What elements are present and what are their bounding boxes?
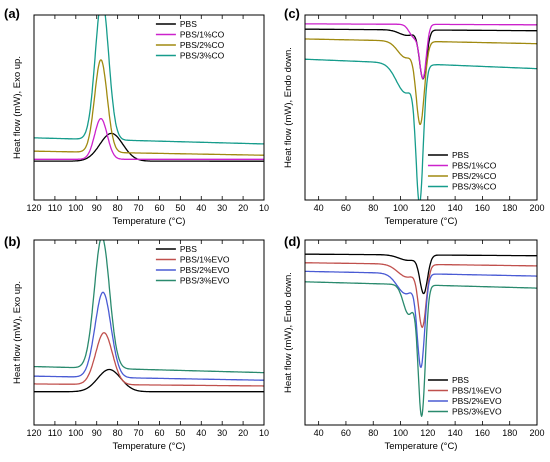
plot-frame [33, 239, 265, 426]
x-tick-label: 50 [175, 428, 185, 438]
x-tick-label: 60 [341, 203, 351, 213]
chart-panel-2: (c) 40 60 80 100 120 140 160 180 200 Temperature (… [283, 6, 545, 227]
x-tick-label: 180 [502, 428, 517, 438]
y-axis-title: Heat flow (mW), Exo up. [12, 281, 23, 384]
chart-panel-3: (d) 40 60 80 100 120 140 160 180 200 Temperature (… [283, 234, 545, 452]
x-tick-label: 120 [420, 428, 435, 438]
x-tick-label: 80 [368, 428, 378, 438]
y-axis-title: Heat flow (mW), Endo down. [283, 47, 294, 168]
series-line-pbs-2-evo [305, 270, 537, 369]
panel-label: (c) [284, 6, 300, 21]
x-tick-label: 200 [529, 203, 544, 213]
plot-frame [33, 14, 265, 201]
series-line-pbs-3-co [305, 58, 537, 200]
x-tick-label: 80 [113, 428, 123, 438]
x-tick-label: 50 [175, 203, 185, 213]
series-line-pbs-3-evo [305, 281, 537, 417]
x-tick-label: 40 [196, 203, 206, 213]
x-tick-label: 30 [217, 203, 227, 213]
legend-label: PBS/1%CO [452, 161, 497, 171]
x-tick-label: 80 [368, 203, 378, 213]
x-tick-label: 40 [314, 428, 324, 438]
x-tick-label: 200 [529, 428, 544, 438]
x-tick-label: 80 [113, 203, 123, 213]
x-tick-label: 60 [154, 203, 164, 213]
y-axis-title: Heat flow (mW), Exo up. [12, 56, 23, 159]
legend-label: PBS/3%EVO [180, 276, 230, 286]
x-axis-title: Temperature (°C) [113, 441, 186, 452]
x-tick-label: 20 [238, 428, 248, 438]
legend-label: PBS/3%CO [180, 51, 225, 61]
x-tick-label: 60 [341, 428, 351, 438]
x-tick-label: 10 [259, 428, 269, 438]
x-tick-label: 70 [134, 428, 144, 438]
x-tick-label: 100 [68, 428, 83, 438]
x-tick-label: 100 [393, 428, 408, 438]
x-tick-label: 100 [68, 203, 83, 213]
x-tick-label: 40 [196, 428, 206, 438]
panel-label: (b) [4, 234, 21, 249]
x-tick-label: 120 [26, 428, 41, 438]
x-tick-label: 20 [238, 203, 248, 213]
legend-label: PBS/1%EVO [452, 386, 502, 396]
x-tick-label: 120 [420, 203, 435, 213]
series-line-pbs-3-co [34, 15, 264, 145]
legend-label: PBS/2%CO [452, 171, 497, 181]
chart-panel-1: (b) 120 110 100 90 80 70 60 50 40 30 20 10 Temperatur… [4, 234, 269, 452]
panel-label: (d) [284, 234, 301, 249]
x-tick-label: 10 [259, 203, 269, 213]
legend-label: PBS/3%EVO [452, 407, 502, 417]
legend-label: PBS/1%CO [180, 30, 225, 40]
x-tick-label: 40 [314, 203, 324, 213]
x-tick-label: 160 [475, 203, 490, 213]
series-line-pbs-3-evo [34, 240, 264, 374]
series-line-pbs-1-co [34, 117, 264, 160]
legend-label: PBS [180, 19, 197, 29]
panel-label: (a) [4, 6, 20, 21]
x-tick-label: 100 [393, 203, 408, 213]
series-line-pbs [34, 368, 264, 393]
series-line-pbs-1-evo [34, 332, 264, 387]
plot-frame [304, 14, 538, 201]
x-tick-label: 90 [92, 428, 102, 438]
series-line-pbs-2-co [305, 38, 537, 126]
series-line-pbs-1-evo [305, 262, 537, 329]
legend-label: PBS [452, 375, 469, 385]
legend-label: PBS/2%CO [180, 40, 225, 50]
x-tick-label: 60 [154, 428, 164, 438]
x-tick-label: 180 [502, 203, 517, 213]
chart-panel-0: (a) 120 110 100 90 80 70 60 50 40 30 20 10 Temperatur… [4, 6, 269, 227]
series-line-pbs [34, 132, 264, 162]
x-tick-label: 120 [26, 203, 41, 213]
x-tick-label: 70 [134, 203, 144, 213]
series-line-pbs-1-co [305, 23, 537, 80]
x-tick-label: 160 [475, 428, 490, 438]
legend-label: PBS [180, 244, 197, 254]
series-line-pbs-2-co [34, 59, 264, 156]
plot-frame [304, 239, 538, 426]
legend-label: PBS/2%EVO [180, 265, 230, 275]
legend-label: PBS/3%CO [452, 182, 497, 192]
legend-label: PBS/2%EVO [452, 396, 502, 406]
x-tick-label: 140 [448, 203, 463, 213]
x-axis-title: Temperature (°C) [113, 216, 186, 227]
legend-label: PBS/1%EVO [180, 255, 230, 265]
x-tick-label: 110 [48, 428, 62, 438]
legend-label: PBS [452, 150, 469, 160]
x-tick-label: 110 [48, 203, 62, 213]
x-tick-label: 30 [217, 428, 227, 438]
y-axis-title: Heat flow (mW), Endo down. [283, 272, 294, 393]
x-tick-label: 140 [448, 428, 463, 438]
series-line-pbs-2-evo [34, 291, 264, 381]
series-line-pbs [305, 253, 537, 295]
x-tick-label: 90 [92, 203, 102, 213]
x-axis-title: Temperature (°C) [385, 441, 458, 452]
x-axis-title: Temperature (°C) [385, 216, 458, 227]
